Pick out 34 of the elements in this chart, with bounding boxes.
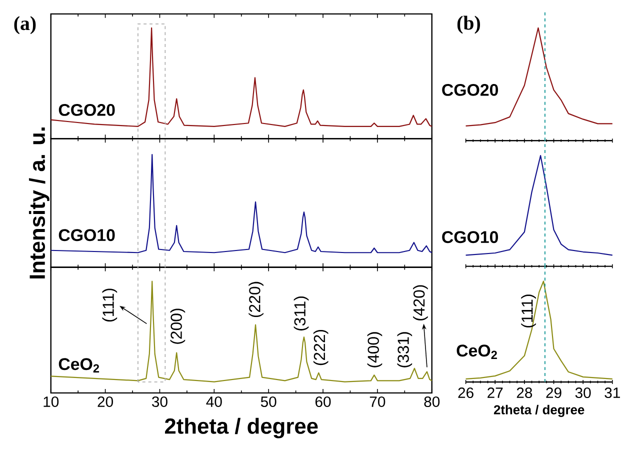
text: (a) <box>14 16 36 34</box>
x-tick-label: 26 <box>458 388 474 398</box>
x-tick-label: 31 <box>604 388 620 398</box>
x-tick-label: 60 <box>315 396 331 408</box>
x-tick-label: 30 <box>152 396 168 408</box>
annotation: (220) <box>248 282 264 318</box>
series-label: CGO10 <box>442 231 498 244</box>
annotation: (331) <box>397 332 412 368</box>
y-axis-title: Intensity / a. u. <box>28 128 50 279</box>
annotation: (111) <box>102 288 118 322</box>
series-label: CGO10 <box>58 229 115 242</box>
annotation: (111) <box>521 294 536 328</box>
x-tick-label: 20 <box>98 396 113 408</box>
x-tick-label: 70 <box>370 396 386 408</box>
x-tick-label: 10 <box>44 396 59 408</box>
x-tick-label: 27 <box>488 388 503 398</box>
x-tick-label: 28 <box>516 388 532 398</box>
annotation: (b) <box>457 16 480 34</box>
annotation: (200) <box>170 308 186 344</box>
x-tick-label: 50 <box>260 396 276 408</box>
x-tick-label: 30 <box>575 388 591 398</box>
series-label: CGO20 <box>442 84 498 96</box>
x-tick-label: 80 <box>424 396 440 408</box>
series-label: CeO$_{2}$ <box>456 344 497 360</box>
annotation: (420) <box>413 285 428 321</box>
series-label: CGO20 <box>58 104 115 116</box>
annotation: (400) <box>367 332 382 368</box>
x-axis-title: 2theta / degree <box>494 404 584 418</box>
annotation: (311) <box>294 296 309 331</box>
x-tick-label: 40 <box>206 396 222 408</box>
series-label: CeO$_{2}$ <box>58 358 100 373</box>
x-axis-title: 2theta / degree <box>164 418 318 438</box>
annotation: (222) <box>313 330 328 366</box>
x-tick-label: 29 <box>546 388 562 398</box>
